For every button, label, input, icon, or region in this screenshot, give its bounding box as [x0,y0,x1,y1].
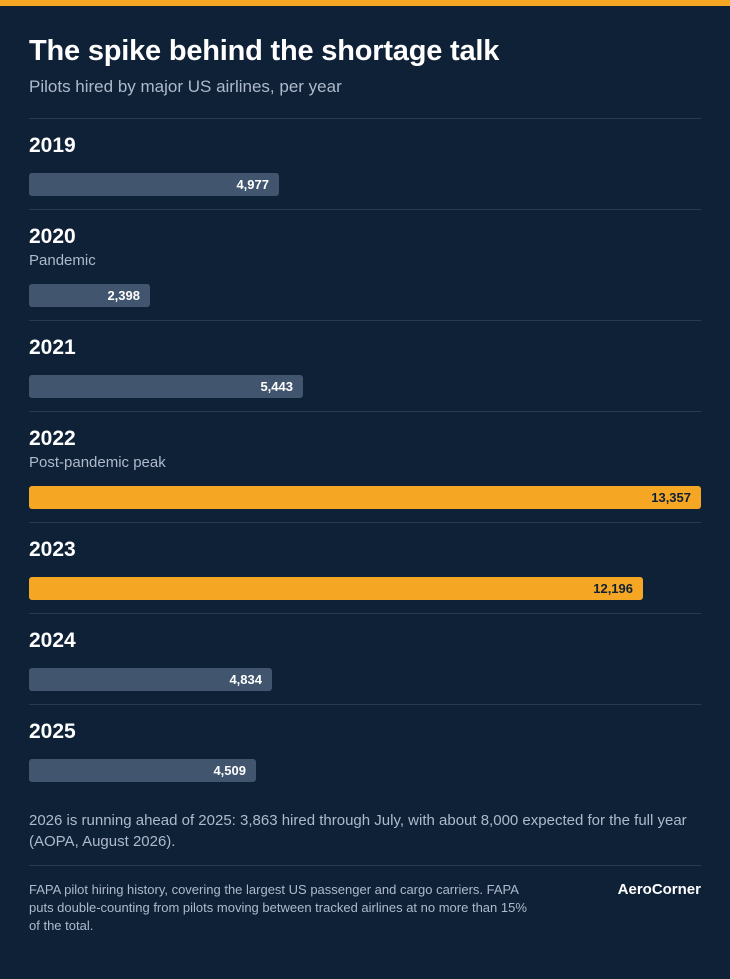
bar: 4,977 [29,173,279,196]
annotation: Pandemic [29,252,96,269]
chart-title: The spike behind the shortage talk [29,35,500,67]
bar-row: 2021 5,443 [29,320,701,411]
data-label: 4,509 [213,763,246,778]
bar: 13,357 [29,486,701,509]
bar-row: 2019 4,977 [29,118,701,209]
bar: 4,834 [29,668,272,691]
source-row: FAPA pilot hiring history, covering the … [29,881,701,935]
data-label: 4,977 [236,177,269,192]
bar-track: 4,509 [29,759,701,782]
category-label: 2023 [29,538,76,561]
bar: 2,398 [29,284,150,307]
bar-row: 2024 4,834 [29,613,701,704]
brand-logo: AeroCorner [617,881,701,898]
bar-track: 12,196 [29,577,701,600]
footnote: 2026 is running ahead of 2025: 3,863 hir… [29,810,701,866]
accent-strip [0,0,730,6]
category-label: 2019 [29,134,76,157]
data-label: 5,443 [260,379,293,394]
bar: 4,509 [29,759,256,782]
data-label: 2,398 [107,288,140,303]
bar-track: 5,443 [29,375,701,398]
bar: 12,196 [29,577,643,600]
category-label: 2020 [29,225,76,248]
bar-track: 2,398 [29,284,701,307]
bar-row: 2020 Pandemic 2,398 [29,209,701,320]
category-label: 2021 [29,336,76,359]
source-text: FAPA pilot hiring history, covering the … [29,882,527,933]
data-label: 12,196 [593,581,633,596]
category-label: 2024 [29,629,76,652]
chart-subtitle: Pilots hired by major US airlines, per y… [29,77,342,96]
data-label: 4,834 [229,672,262,687]
bar-row: 2025 4,509 [29,704,701,795]
bar-track: 4,977 [29,173,701,196]
category-label: 2025 [29,720,76,743]
bar-row: 2023 12,196 [29,522,701,613]
data-label: 13,357 [651,490,691,505]
annotation: Post-pandemic peak [29,454,166,471]
chart-card: The spike behind the shortage talk Pilot… [0,33,730,935]
bar-row: 2022 Post-pandemic peak 13,357 [29,411,701,522]
category-label: 2022 [29,427,76,450]
bar: 5,443 [29,375,303,398]
bar-rows: 2019 4,977 2020 Pandemic 2,398 2021 5,443 2022 P… [29,118,701,795]
bar-track: 4,834 [29,668,701,691]
bar-track: 13,357 [29,486,701,509]
